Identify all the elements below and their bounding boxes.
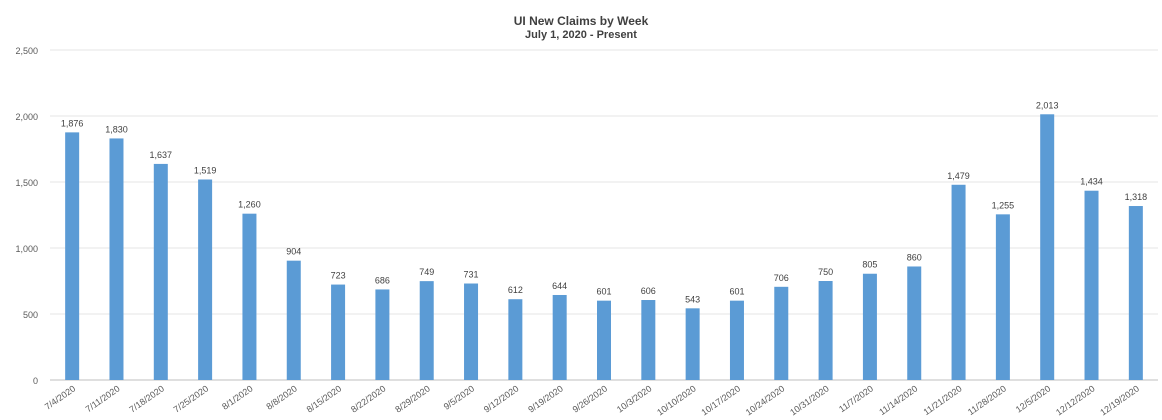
bar — [1128, 206, 1143, 380]
bar — [198, 179, 213, 380]
y-tick-label: 2,500 — [15, 46, 38, 56]
x-tick-label: 9/12/2020 — [482, 383, 521, 414]
bar — [729, 300, 744, 380]
data-label: 723 — [331, 271, 346, 281]
data-label: 731 — [464, 270, 479, 280]
bar — [597, 300, 611, 380]
data-label: 1,318 — [1125, 192, 1148, 202]
bar — [907, 266, 922, 380]
bar — [375, 289, 390, 380]
bar — [109, 138, 124, 380]
bar — [419, 281, 434, 380]
bar — [641, 300, 656, 380]
data-label: 2,013 — [1036, 100, 1059, 110]
bar — [1084, 190, 1099, 380]
bar — [242, 213, 257, 380]
y-tick-label: 500 — [23, 310, 38, 320]
y-tick-label: 2,000 — [15, 112, 38, 122]
x-tick-label: 8/29/2020 — [393, 383, 432, 414]
y-tick-label: 1,000 — [15, 244, 38, 254]
data-label: 612 — [508, 285, 523, 295]
data-label: 1,876 — [61, 118, 84, 128]
x-tick-label: 10/24/2020 — [744, 383, 787, 417]
data-label: 860 — [907, 252, 922, 262]
x-tick-label: 7/18/2020 — [127, 383, 166, 414]
x-tick-label: 8/22/2020 — [349, 383, 388, 414]
chart-title: UI New Claims by Week — [513, 14, 649, 28]
data-label: 904 — [286, 247, 301, 257]
data-label: 750 — [818, 267, 833, 277]
data-label: 1,519 — [194, 165, 217, 175]
y-tick-label: 0 — [33, 376, 38, 386]
bar — [774, 286, 789, 380]
data-label: 706 — [774, 273, 789, 283]
x-tick-label: 10/10/2020 — [655, 383, 698, 417]
data-label: 543 — [685, 294, 700, 304]
x-tick-label: 9/26/2020 — [571, 383, 610, 414]
bar — [862, 273, 877, 380]
x-tick-label: 12/5/2020 — [1014, 383, 1053, 414]
bars — [65, 114, 1143, 380]
bar — [818, 281, 833, 380]
x-tick-label: 9/19/2020 — [526, 383, 565, 414]
bar — [153, 163, 168, 380]
bar — [552, 294, 567, 380]
x-tick-label: 12/19/2020 — [1098, 383, 1141, 417]
data-label: 1,479 — [947, 171, 970, 181]
data-labels: 1,876 1,830 1,637 1,519 1,260 904 723 686 749 731… — [61, 100, 1147, 304]
x-tick-label: 7/11/2020 — [84, 383, 122, 414]
data-label: 686 — [375, 275, 390, 285]
x-axis-ticks: 7/4/2020 7/11/2020 7/18/2020 7/25/2020 8/1/2… — [43, 383, 1141, 417]
x-tick-label: 9/5/2020 — [442, 383, 476, 411]
data-label: 1,260 — [238, 200, 261, 210]
chart-subtitle: July 1, 2020 - Present — [525, 29, 637, 41]
x-tick-label: 8/1/2020 — [220, 383, 254, 411]
x-tick-label: 10/31/2020 — [788, 383, 831, 417]
bar — [508, 299, 523, 380]
bar — [331, 284, 346, 380]
x-tick-label: 11/21/2020 — [922, 383, 964, 417]
y-axis-ticks: 0 500 1,000 1,500 2,000 2,500 — [15, 46, 38, 386]
data-label: 601 — [596, 287, 611, 297]
bar — [951, 184, 966, 380]
data-label: 749 — [419, 267, 434, 277]
x-tick-label: 7/25/2020 — [172, 383, 211, 414]
x-tick-label: 12/12/2020 — [1054, 383, 1097, 417]
data-label: 1,255 — [992, 200, 1015, 210]
bar — [65, 132, 80, 380]
x-tick-label: 11/28/2020 — [966, 383, 1008, 417]
bar — [464, 283, 479, 380]
bar — [1040, 114, 1055, 380]
y-tick-label: 1,500 — [15, 178, 38, 188]
data-label: 644 — [552, 281, 567, 291]
data-label: 1,637 — [150, 150, 173, 160]
x-tick-label: 11/7/2020 — [837, 383, 875, 414]
bar — [286, 260, 301, 380]
data-label: 601 — [729, 287, 744, 297]
x-tick-label: 10/3/2020 — [615, 383, 654, 414]
x-tick-label: 11/14/2020 — [877, 383, 919, 417]
data-label: 606 — [641, 286, 656, 296]
data-label: 1,830 — [105, 124, 128, 134]
bar — [685, 308, 700, 380]
data-label: 805 — [862, 260, 877, 270]
bar — [995, 214, 1010, 380]
data-label: 1,434 — [1080, 177, 1103, 187]
x-tick-label: 7/4/2020 — [43, 383, 77, 411]
x-tick-label: 8/8/2020 — [264, 383, 298, 411]
x-tick-label: 8/15/2020 — [305, 383, 344, 414]
x-tick-label: 10/17/2020 — [699, 383, 742, 417]
